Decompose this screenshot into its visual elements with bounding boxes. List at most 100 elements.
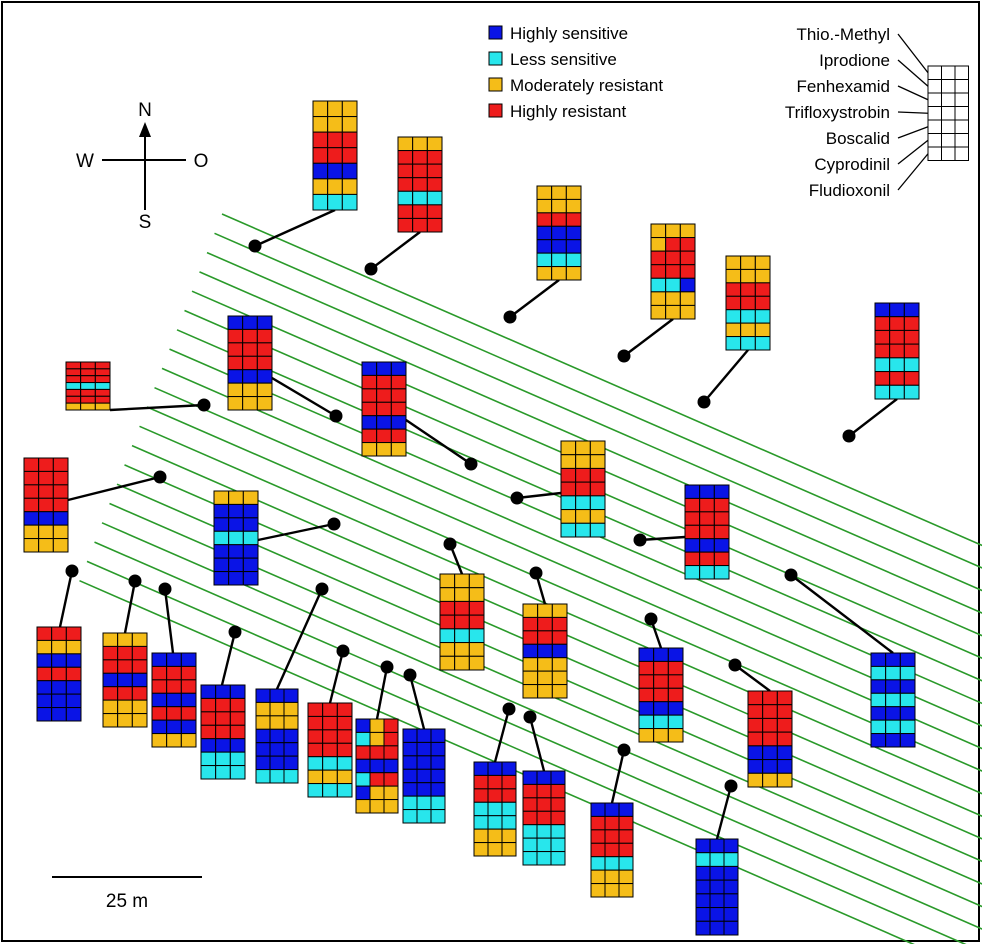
sample-grid-cell [469, 656, 484, 670]
sample-grid-cell [538, 658, 553, 671]
sample-grid-cell [431, 729, 445, 742]
sample-grid-cell [323, 757, 338, 770]
sample-grid-cell [651, 265, 666, 279]
sample-grid-cell [181, 707, 196, 720]
sample-grid-cell [118, 687, 133, 700]
sample-grid-cell [216, 698, 231, 711]
sample-grid-cell [270, 716, 284, 729]
sample-grid-cell [502, 789, 516, 802]
sample-grid-cell [284, 689, 298, 702]
sample-grid-cell [605, 830, 619, 843]
sample-grid-cell [398, 178, 413, 192]
sample-grid-cell [523, 617, 538, 630]
sample-grid-cell [551, 784, 565, 797]
sample-grid-cell [132, 673, 147, 686]
sample-grid-cell [398, 137, 413, 151]
sample-grid-cell [714, 539, 729, 552]
sample-grid-cell [243, 545, 258, 558]
sample-grid-cell [95, 369, 110, 376]
sample-grid-cell [81, 396, 96, 403]
sample-grid-cell [710, 894, 724, 908]
sample-grid-cell [875, 358, 890, 372]
sample-grid-cell [284, 716, 298, 729]
sample-grid-cell [523, 631, 538, 644]
sample-grid-cell [362, 362, 377, 375]
sample-grid-cell [370, 719, 384, 732]
sample-point-marker [249, 240, 262, 253]
key-grid-cell [928, 93, 942, 107]
sample-grid-cell [871, 707, 886, 720]
sample-grid-cell [904, 372, 919, 386]
sample-grid-cell [337, 730, 352, 743]
sample-grid-cell [680, 238, 695, 252]
sample-point-marker [511, 492, 524, 505]
sample-grid-cell [337, 703, 352, 716]
sample-grid-cell [398, 151, 413, 165]
sample-grid-cell [551, 811, 565, 824]
sample-grid-cell [724, 894, 738, 908]
sample-grid-cell [95, 396, 110, 403]
sample-grid [256, 689, 298, 783]
sample-grid-cell [66, 396, 81, 403]
sample-grid-cell [257, 397, 272, 410]
sample-grid-cell [900, 693, 915, 706]
sample-grid-cell [103, 673, 118, 686]
sample-grid-cell [726, 337, 741, 350]
sample-grid-cell [890, 358, 905, 372]
sample-grid-cell [455, 656, 470, 670]
sample-grid-cell [81, 389, 96, 396]
sample-grid-cell [576, 496, 591, 510]
sample-grid-cell [403, 783, 417, 796]
sample-grid-cell [714, 552, 729, 565]
sample-grid-cell [537, 199, 552, 212]
sample-grid-cell [605, 857, 619, 870]
sample-grid-cell [53, 539, 68, 552]
sample-grid-cell [680, 292, 695, 306]
sample-grid-cell [132, 660, 147, 673]
sample-grid-cell [474, 843, 488, 856]
sample-grid-cell [654, 675, 669, 688]
compass-north-label: N [138, 100, 152, 121]
sample-grid-cell [700, 566, 715, 579]
key-leader-line [898, 60, 928, 86]
sample-grid-cell [417, 796, 431, 809]
sample-grid-cell [342, 194, 357, 210]
sample-point-marker [337, 645, 350, 658]
sample-grid [308, 703, 352, 797]
sample-grid-cell [228, 397, 243, 410]
sample-grid-cell [710, 853, 724, 867]
sample-grid-cell [216, 712, 231, 725]
sample-grid-cell [639, 729, 654, 742]
sample-grid-cell [538, 617, 553, 630]
sample-grid-cell [502, 829, 516, 842]
sample-grid-cell [552, 617, 567, 630]
sample-grid-cell [328, 163, 343, 179]
sample-grid-cell [308, 716, 323, 729]
sample-grid-cell [685, 485, 700, 498]
sample-grid-cell [257, 370, 272, 383]
sample-point-marker [66, 565, 79, 578]
sample-grid-cell [741, 310, 756, 323]
sample-grid-cell [538, 671, 553, 684]
sample-grid-cell [257, 383, 272, 396]
sample-grid-cell [216, 752, 231, 765]
sample-grid-cell [284, 729, 298, 742]
sample-grid-cell [605, 803, 619, 816]
sample-point-marker [729, 659, 742, 672]
sample-grid-cell [696, 866, 710, 880]
sample-grid-cell [523, 811, 537, 824]
sample-grid-cell [871, 693, 886, 706]
sample-grid-cell [356, 800, 370, 813]
sample-grid-cell [229, 545, 244, 558]
sample-grid-cell [328, 117, 343, 133]
sample-grid-cell [871, 653, 886, 666]
sample-grid-cell [763, 760, 778, 774]
sample-grid-cell [538, 644, 553, 657]
sample-grid-cell [328, 132, 343, 148]
sample-grid-cell [726, 310, 741, 323]
key-label-trifloxystrobin: Trifloxystrobin [785, 103, 890, 122]
sample-leader-line [791, 575, 893, 653]
sample-grid-cell [417, 783, 431, 796]
